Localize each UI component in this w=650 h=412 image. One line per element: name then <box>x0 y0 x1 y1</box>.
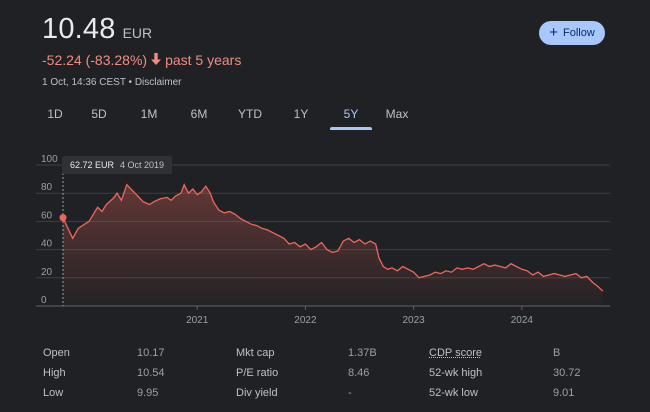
price-chart[interactable]: 0 20 40 60 80 100 2021 2022 2023 2024 <box>0 150 650 330</box>
tab-1y[interactable]: 1Y <box>293 107 309 121</box>
y-tick-label: 20 <box>41 267 53 278</box>
hover-point <box>59 214 67 222</box>
follow-button[interactable]: + Follow <box>539 21 605 45</box>
tab-5d[interactable]: 5D <box>91 107 107 121</box>
stat-label-52wk-low: 52-wk low <box>429 387 478 399</box>
stat-value-high: 10.54 <box>137 367 165 379</box>
range-tabs: 1D 5D 1M 6M YTD 1Y 5Y Max <box>36 100 418 130</box>
stat-value-52wk-low: 9.01 <box>553 387 575 399</box>
y-tick-label: 40 <box>41 239 53 250</box>
y-tick-label: 0 <box>41 295 47 306</box>
disclaimer-link[interactable]: Disclaimer <box>134 77 182 88</box>
arrow-down-icon <box>151 52 162 68</box>
x-tick-label: 2023 <box>402 315 425 326</box>
tab-max[interactable]: Max <box>385 107 409 121</box>
x-tick-label: 2021 <box>186 315 209 326</box>
stat-value-52wk-high: 30.72 <box>553 367 581 379</box>
tooltip-value: 62.72 EUR <box>70 160 115 170</box>
stat-label-low: Low <box>43 387 64 399</box>
tab-1d[interactable]: 1D <box>47 107 63 121</box>
tab-1m[interactable]: 1M <box>140 107 158 121</box>
x-tick-label: 2024 <box>511 315 534 326</box>
price-change-row: -52.24 (-83.28%) past 5 years <box>42 52 241 68</box>
tab-6m[interactable]: 6M <box>190 107 208 121</box>
current-price: 10.48 <box>42 13 116 45</box>
y-tick-label: 100 <box>41 154 58 165</box>
stat-label-52wk-high: 52-wk high <box>429 367 483 379</box>
tooltip-date: 4 Oct 2019 <box>120 160 165 170</box>
stat-value-div-yield: - <box>348 387 352 399</box>
price-change: -52.24 (-83.28%) <box>42 52 148 68</box>
stat-label-pe-ratio: P/E ratio <box>236 367 279 379</box>
stat-label-cdp-score[interactable]: CDP score <box>429 347 482 359</box>
stat-label-high: High <box>43 367 66 379</box>
stat-value-pe-ratio: 8.46 <box>348 367 370 379</box>
price-row: 10.48 EUR <box>42 13 152 46</box>
stat-label-mkt-cap: Mkt cap <box>236 347 275 359</box>
x-tick-label: 2022 <box>294 315 317 326</box>
tab-ytd[interactable]: YTD <box>238 107 262 121</box>
price-line <box>62 183 604 292</box>
stat-value-cdp-score: B <box>553 347 561 359</box>
stat-label-div-yield: Div yield <box>236 387 278 399</box>
follow-label: Follow <box>562 27 595 39</box>
price-area-fill <box>63 184 603 306</box>
tab-5y[interactable]: 5Y <box>326 100 376 130</box>
timestamp: 1 Oct, 14:36 CEST <box>42 77 126 88</box>
meta-separator: • <box>128 77 133 88</box>
plus-icon: + <box>549 24 558 41</box>
stat-label-open: Open <box>43 347 70 359</box>
stat-value-mkt-cap: 1.37B <box>348 347 377 359</box>
y-tick-label: 60 <box>41 210 53 221</box>
y-tick-label: 80 <box>41 182 53 193</box>
timestamp-line: 1 Oct, 14:36 CEST • Disclaimer <box>42 77 182 88</box>
stat-value-low: 9.95 <box>137 387 159 399</box>
chart-tooltip: 62.72 EUR 4 Oct 2019 <box>62 156 173 174</box>
stat-value-open: 10.17 <box>137 347 165 359</box>
change-period: past 5 years <box>165 52 242 68</box>
currency-label: EUR <box>122 25 153 41</box>
